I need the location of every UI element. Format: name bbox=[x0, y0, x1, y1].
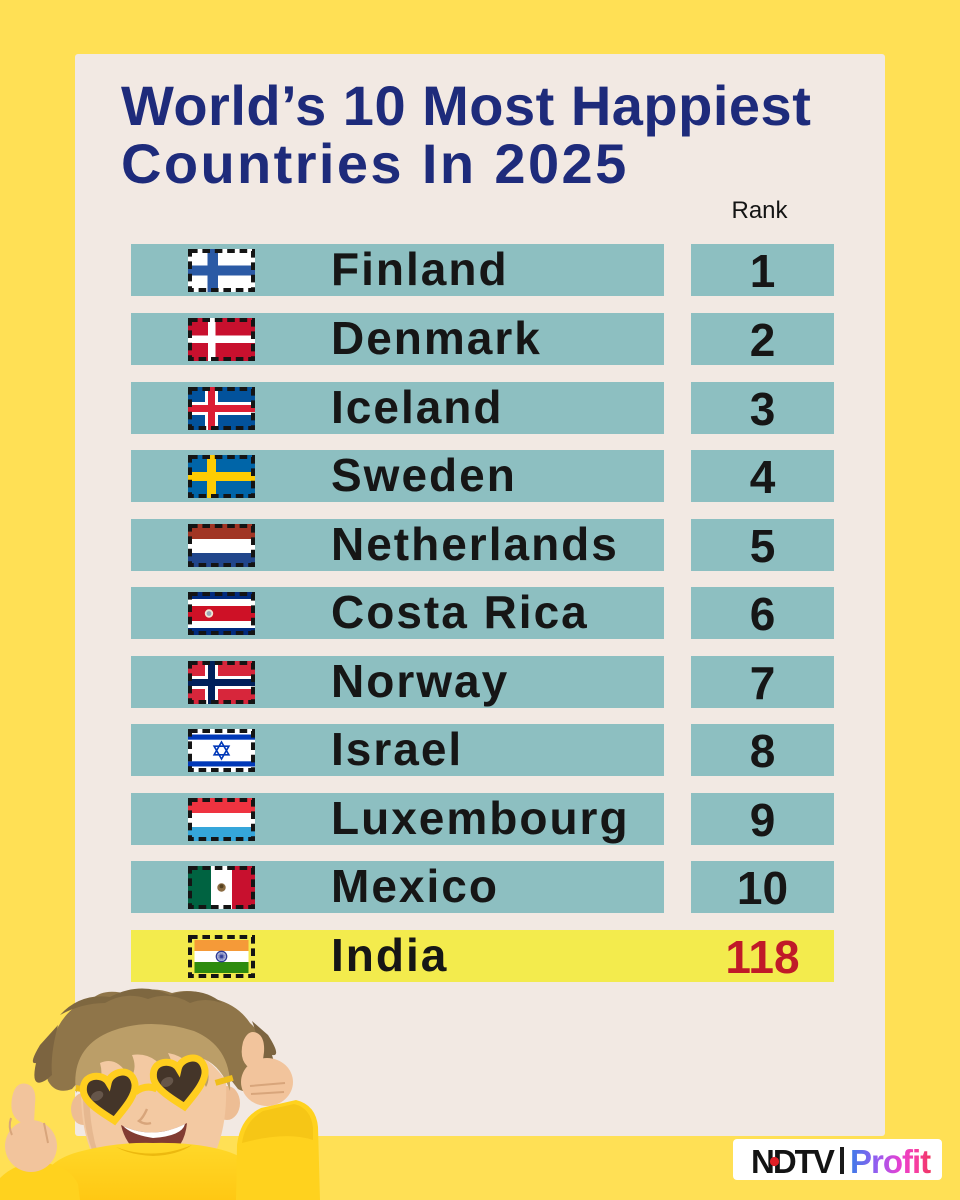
svg-text:Profit: Profit bbox=[850, 1143, 931, 1180]
svg-text:NDTV: NDTV bbox=[751, 1143, 835, 1180]
